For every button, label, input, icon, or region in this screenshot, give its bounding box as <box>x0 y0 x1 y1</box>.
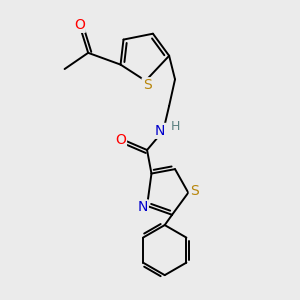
Text: O: O <box>115 133 126 147</box>
Text: N: N <box>155 124 166 138</box>
Text: H: H <box>170 120 180 133</box>
Text: S: S <box>190 184 199 198</box>
Text: N: N <box>137 200 148 214</box>
Text: S: S <box>143 78 152 92</box>
Text: O: O <box>74 18 85 32</box>
